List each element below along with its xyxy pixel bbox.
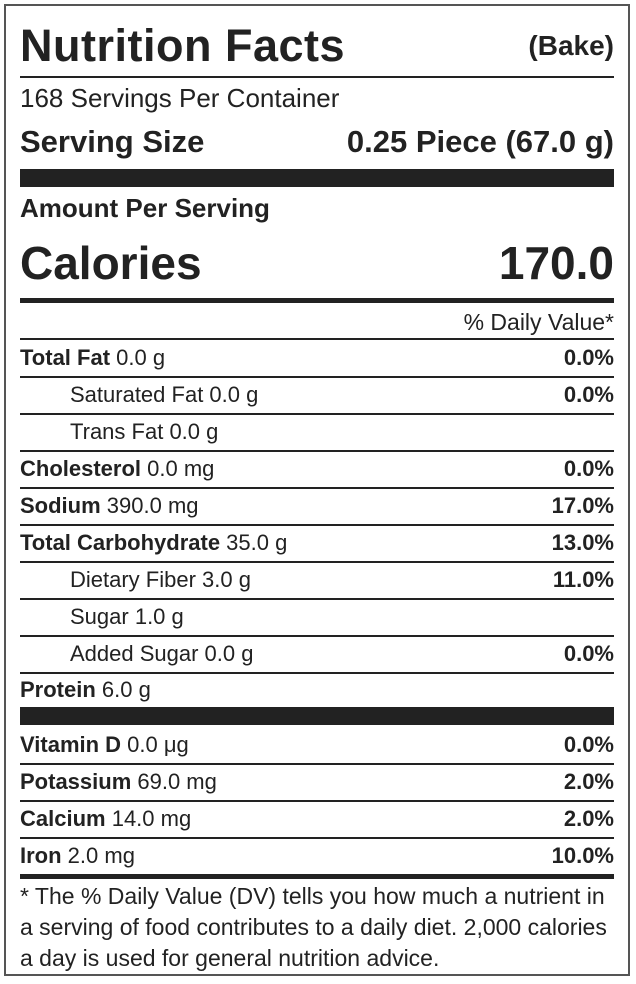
- serving-size-value: 0.25 Piece (67.0 g): [346, 124, 614, 159]
- nutrient-daily-value: 10.0%: [551, 843, 614, 868]
- nutrient-name: Cholesterol: [20, 456, 142, 481]
- nutrient-name: Potassium: [20, 769, 132, 794]
- nutrient-name: Sodium: [20, 493, 101, 518]
- calories-row: Calories 170.0: [20, 234, 614, 292]
- amount-per-serving-row: Amount Per Serving: [20, 191, 614, 225]
- label-title: Nutrition Facts: [20, 20, 346, 71]
- nutrient-name: Added Sugar: [70, 641, 199, 666]
- nutrient-row-sugar: Sugar 1.0 g: [20, 600, 614, 634]
- nutrient-daily-value: 0.0%: [563, 732, 614, 757]
- label-header: Nutrition Facts (Bake): [20, 20, 614, 72]
- nutrient-row-dietary-fiber: Dietary Fiber 3.0 g 11.0%: [20, 563, 614, 597]
- nutrient-amount: 69.0 mg: [131, 769, 217, 794]
- nutrient-daily-value: 13.0%: [551, 530, 614, 555]
- nutrient-name: Trans Fat: [70, 419, 164, 444]
- divider-thick: [20, 169, 614, 187]
- divider: [20, 487, 614, 489]
- nutrient-row-cholesterol: Cholesterol 0.0 mg 0.0%: [20, 452, 614, 486]
- divider: [20, 450, 614, 452]
- nutrient-name: Total Fat: [20, 345, 111, 370]
- nutrient-row-total-carbohydrate: Total Carbohydrate 35.0 g 13.0%: [20, 526, 614, 560]
- nutrient-name: Calcium: [20, 806, 106, 831]
- daily-value-header: % Daily Value*: [20, 306, 614, 338]
- divider: [20, 376, 614, 378]
- amount-per-serving: Amount Per Serving: [20, 192, 270, 223]
- nutrient-row-added-sugar: Added Sugar 0.0 g 0.0%: [20, 637, 614, 671]
- nutrient-amount: 0.0 mg: [141, 456, 215, 481]
- nutrient-amount: 6.0 g: [95, 677, 151, 702]
- divider-medium: [20, 298, 614, 303]
- calories-label: Calories: [20, 237, 202, 289]
- preparation-variant: (Bake): [528, 30, 614, 61]
- vitamin-row-vitamin-d: Vitamin D 0.0 μg 0.0%: [20, 728, 614, 762]
- nutrient-amount: 1.0 g: [128, 604, 184, 629]
- nutrient-name: Dietary Fiber: [70, 567, 196, 592]
- servings-row: 168 Servings Per Container: [20, 81, 614, 115]
- calories-value: 170.0: [498, 237, 614, 289]
- daily-value-heading: % Daily Value*: [463, 308, 614, 335]
- nutrient-row-trans-fat: Trans Fat 0.0 g: [20, 415, 614, 449]
- divider: [20, 561, 614, 563]
- serving-size-label: Serving Size: [20, 124, 205, 159]
- nutrient-name: Iron: [20, 843, 62, 868]
- nutrient-amount: 14.0 mg: [105, 806, 192, 831]
- nutrient-daily-value: 2.0%: [563, 769, 614, 794]
- divider: [20, 800, 614, 802]
- nutrient-daily-value: 0.0%: [563, 345, 614, 370]
- divider: [20, 413, 614, 415]
- nutrition-label: Nutrition Facts (Bake) 168 Servings Per …: [4, 4, 630, 976]
- nutrient-name: Saturated Fat: [70, 382, 204, 407]
- nutrient-daily-value: 0.0%: [563, 382, 614, 407]
- divider: [20, 672, 614, 674]
- divider-thick: [20, 707, 614, 725]
- nutrient-amount: 2.0 mg: [61, 843, 135, 868]
- divider: [20, 837, 614, 839]
- nutrient-daily-value: 0.0%: [563, 456, 614, 481]
- nutrient-amount: 35.0 g: [220, 530, 288, 555]
- nutrient-row-protein: Protein 6.0 g: [20, 674, 614, 706]
- divider: [20, 598, 614, 600]
- nutrient-amount: 0.0 g: [163, 419, 219, 444]
- vitamin-row-calcium: Calcium 14.0 mg 2.0%: [20, 802, 614, 836]
- divider: [20, 338, 614, 340]
- nutrient-name: Total Carbohydrate: [20, 530, 221, 555]
- divider: [20, 763, 614, 765]
- nutrient-daily-value: 11.0%: [552, 567, 614, 592]
- nutrient-name: Sugar: [70, 604, 129, 629]
- nutrient-amount: 0.0 g: [110, 345, 166, 370]
- vitamin-row-iron: Iron 2.0 mg 10.0%: [20, 839, 614, 873]
- nutrient-daily-value: 0.0%: [563, 641, 614, 666]
- nutrient-row-saturated-fat: Saturated Fat 0.0 g 0.0%: [20, 378, 614, 412]
- nutrient-row-sodium: Sodium 390.0 mg 17.0%: [20, 489, 614, 523]
- vitamin-row-potassium: Potassium 69.0 mg 2.0%: [20, 765, 614, 799]
- servings-per-container: 168 Servings Per Container: [20, 82, 340, 113]
- nutrient-row-total-fat: Total Fat 0.0 g 0.0%: [20, 340, 614, 376]
- nutrient-amount: 0.0 μg: [121, 732, 189, 757]
- divider: [20, 524, 614, 526]
- nutrient-name: Protein: [20, 677, 96, 702]
- nutrient-daily-value: 17.0%: [551, 493, 614, 518]
- serving-size-row: Serving Size 0.25 Piece (67.0 g): [20, 121, 614, 163]
- nutrient-amount: 0.0 g: [203, 382, 259, 407]
- nutrient-amount: 0.0 g: [198, 641, 254, 666]
- divider: [20, 635, 614, 637]
- divider: [20, 76, 614, 78]
- nutrient-daily-value: 2.0%: [563, 806, 614, 831]
- footnote: * The % Daily Value (DV) tells you how m…: [20, 883, 607, 971]
- divider-medium: [20, 874, 614, 879]
- nutrient-name: Vitamin D: [20, 732, 122, 757]
- nutrient-amount: 390.0 mg: [100, 493, 199, 518]
- nutrient-amount: 3.0 g: [195, 567, 251, 592]
